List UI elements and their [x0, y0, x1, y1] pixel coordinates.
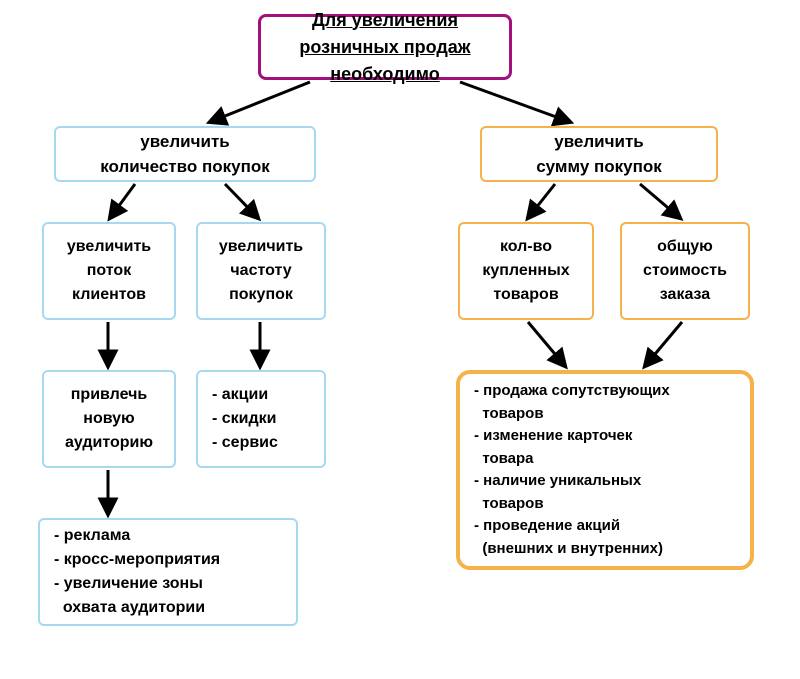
node-left2b-text: увеличитьчастотупокупок	[219, 235, 303, 307]
node-left4-text: - реклама- кросс-мероприятия- увеличение…	[54, 524, 220, 620]
node-left2a: увеличитьпотокклиентов	[42, 222, 176, 320]
node-right1: увеличитьсумму покупок	[480, 126, 718, 182]
node-root-text: Для увеличениярозничных продажнеобходимо	[299, 7, 470, 88]
node-right3: - продажа сопутствующих товаров- изменен…	[456, 370, 754, 570]
edge-root-to-left1	[210, 82, 310, 122]
node-right2a: кол-вокупленныхтоваров	[458, 222, 594, 320]
node-left1: увеличитьколичество покупок	[54, 126, 316, 182]
node-right1-text: увеличитьсумму покупок	[536, 129, 662, 180]
node-right2b-text: общуюстоимостьзаказа	[643, 235, 727, 307]
edge-left1-to-left2a	[110, 184, 135, 218]
node-left4: - реклама- кросс-мероприятия- увеличение…	[38, 518, 298, 626]
edge-right2b-to-right3	[645, 322, 682, 366]
edge-left1-to-left2b	[225, 184, 258, 218]
node-left2b: увеличитьчастотупокупок	[196, 222, 326, 320]
node-left2a-text: увеличитьпотокклиентов	[67, 235, 151, 307]
edge-root-to-right1	[460, 82, 570, 122]
edge-right1-to-right2b	[640, 184, 680, 218]
node-right2b: общуюстоимостьзаказа	[620, 222, 750, 320]
node-left3a-text: привлечьновуюаудиторию	[65, 383, 153, 455]
edge-right1-to-right2a	[528, 184, 555, 218]
node-left3b: - акции- скидки- сервис	[196, 370, 326, 468]
node-root: Для увеличениярозничных продажнеобходимо	[258, 14, 512, 80]
node-left1-text: увеличитьколичество покупок	[100, 129, 270, 180]
node-right2a-text: кол-вокупленныхтоваров	[482, 235, 569, 307]
node-left3a: привлечьновуюаудиторию	[42, 370, 176, 468]
node-left3b-text: - акции- скидки- сервис	[212, 383, 278, 455]
node-right3-text: - продажа сопутствующих товаров- изменен…	[474, 380, 670, 560]
edge-right2a-to-right3	[528, 322, 565, 366]
